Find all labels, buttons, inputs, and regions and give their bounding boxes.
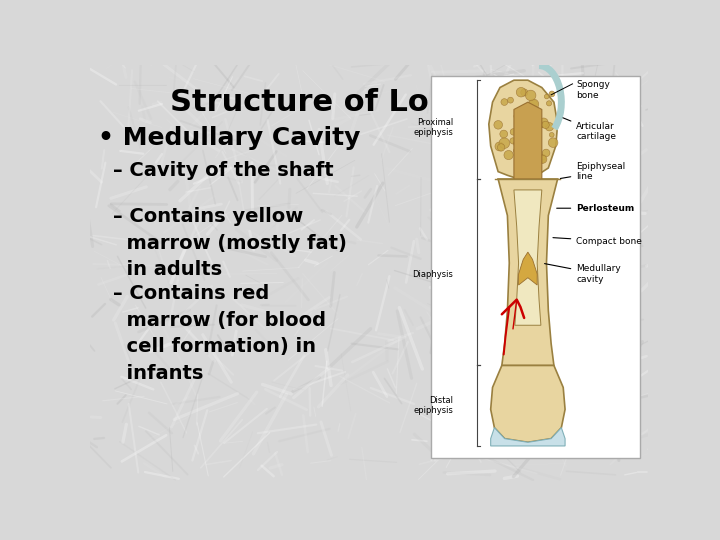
Circle shape: [542, 121, 549, 129]
Circle shape: [518, 145, 528, 154]
Circle shape: [510, 138, 516, 144]
Polygon shape: [514, 190, 542, 325]
Circle shape: [508, 97, 513, 103]
FancyBboxPatch shape: [431, 76, 640, 457]
Polygon shape: [514, 102, 542, 179]
Circle shape: [529, 100, 537, 108]
Polygon shape: [498, 179, 557, 366]
Circle shape: [516, 87, 526, 97]
Circle shape: [498, 144, 505, 151]
Circle shape: [510, 129, 517, 135]
Circle shape: [514, 112, 521, 120]
Text: Distal
epiphysis: Distal epiphysis: [413, 396, 454, 415]
Text: – Contains yellow
  marrow (mostly fat)
  in adults: – Contains yellow marrow (mostly fat) in…: [113, 207, 347, 279]
Text: Diaphysis: Diaphysis: [413, 269, 454, 279]
Circle shape: [521, 89, 528, 96]
Circle shape: [500, 130, 508, 138]
Circle shape: [513, 139, 523, 148]
Circle shape: [501, 99, 508, 105]
Circle shape: [549, 91, 555, 97]
Text: Compact bone: Compact bone: [553, 237, 642, 246]
Circle shape: [539, 155, 547, 163]
Circle shape: [546, 101, 552, 106]
Text: – Contains red
  marrow (for blood
  cell formation) in
  infants: – Contains red marrow (for blood cell fo…: [113, 284, 326, 383]
Polygon shape: [489, 80, 557, 179]
Circle shape: [544, 94, 549, 99]
Circle shape: [549, 138, 558, 147]
Text: Perlosteum: Perlosteum: [557, 204, 634, 213]
Circle shape: [545, 123, 554, 131]
Circle shape: [539, 118, 548, 127]
Text: – Cavity of the shaft: – Cavity of the shaft: [113, 161, 334, 180]
Circle shape: [523, 156, 528, 161]
Text: Epiphyseal
line: Epiphyseal line: [560, 162, 626, 181]
Text: Articular
cartilage: Articular cartilage: [563, 118, 616, 141]
Circle shape: [526, 90, 536, 100]
Polygon shape: [518, 252, 537, 285]
Circle shape: [499, 138, 510, 148]
Circle shape: [539, 154, 546, 160]
Circle shape: [528, 99, 539, 110]
Circle shape: [538, 155, 546, 163]
Circle shape: [504, 151, 513, 160]
Text: Medullary
cavity: Medullary cavity: [544, 264, 621, 284]
Circle shape: [495, 142, 504, 151]
Circle shape: [494, 120, 503, 129]
Text: Structure of Long Bone: Structure of Long Bone: [169, 88, 569, 117]
Text: • Medullary Cavity: • Medullary Cavity: [98, 126, 360, 151]
Circle shape: [513, 148, 519, 153]
Circle shape: [514, 154, 522, 162]
Text: Proximal
epiphysis: Proximal epiphysis: [413, 118, 454, 138]
Circle shape: [549, 132, 554, 137]
Circle shape: [542, 149, 550, 157]
Polygon shape: [490, 366, 565, 442]
Text: Spongy
bone: Spongy bone: [576, 80, 610, 99]
Polygon shape: [490, 428, 565, 446]
Circle shape: [529, 116, 537, 125]
Circle shape: [538, 122, 544, 128]
